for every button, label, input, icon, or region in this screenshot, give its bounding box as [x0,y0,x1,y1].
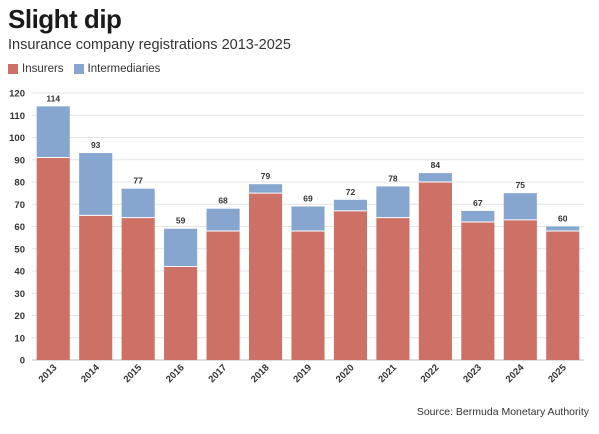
y-tick-label: 30 [14,289,25,300]
x-tick-label: 2022 [419,362,442,385]
y-tick-label: 40 [14,267,25,278]
y-tick-label: 20 [14,311,25,322]
y-tick-label: 110 [10,111,25,122]
bar-insurers [206,230,240,360]
x-tick-label: 2025 [546,362,569,385]
bar-insurers [164,266,198,360]
bar-insurers [546,230,580,360]
bar-insurers [376,217,410,360]
y-tick-label: 80 [14,178,25,189]
bar-insurers [333,210,368,360]
data-label-total: 79 [261,171,271,181]
bar-insurers [418,182,452,360]
bar-intermediaries [291,206,325,231]
chart-subtitle: Insurance company registrations 2013-202… [8,37,291,53]
bar-intermediaries [121,188,155,218]
bar-intermediaries [546,226,580,231]
data-label-total: 60 [558,214,568,224]
bar-insurers [36,157,70,360]
y-tick-label: 90 [14,155,25,166]
bar-intermediaries [461,210,495,223]
bar-intermediaries [206,208,240,231]
bar-insurers [461,222,495,360]
bar-intermediaries [503,193,537,220]
data-label-total: 59 [176,216,186,226]
bar-intermediaries [376,186,410,218]
legend-label-insurers: Insurers [22,63,64,75]
bar-insurers [503,219,537,360]
legend-swatch-intermediaries [73,64,84,74]
y-tick-label: 120 [9,89,25,100]
bar-intermediaries [248,184,283,194]
legend: Insurers Intermediaries [8,63,170,75]
x-tick-label: 2013 [37,362,60,385]
bar-intermediaries [164,228,198,267]
x-tick-label: 2018 [249,362,272,385]
x-tick-label: 2024 [504,362,527,385]
y-tick-label: 100 [9,133,25,144]
x-tick-label: 2017 [206,362,229,385]
legend-label-intermediaries: Intermediaries [87,63,161,75]
y-tick-label: 60 [14,222,25,233]
data-label-total: 114 [46,93,60,103]
bar-insurers [291,230,325,360]
data-label-total: 93 [91,140,101,150]
chart-title: Slight dip [8,4,122,34]
data-label-total: 84 [431,160,441,170]
bar-intermediaries [79,153,113,216]
y-tick-label: 0 [20,356,25,367]
bar-intermediaries [36,106,70,158]
x-tick-label: 2016 [164,362,187,385]
y-tick-label: 10 [14,333,25,344]
source-note: Source: Bermuda Monetary Authority [416,406,589,418]
x-tick-label: 2020 [334,362,357,385]
y-tick-label: 50 [14,244,25,255]
data-label-total: 78 [388,173,398,183]
bar-insurers [248,193,283,360]
legend-item-intermediaries: Intermediaries [73,63,161,75]
x-tick-label: 2019 [291,362,314,385]
bar-intermediaries [418,173,452,182]
data-label-total: 77 [133,176,143,186]
data-label-total: 68 [218,196,228,206]
x-tick-label: 2023 [461,362,484,385]
y-tick-label: 70 [14,200,25,211]
bar-insurers [121,217,155,360]
x-tick-label: 2014 [79,362,102,385]
bar-intermediaries [333,199,368,211]
x-tick-label: 2015 [122,362,145,385]
data-label-total: 67 [473,198,483,208]
data-label-total: 69 [303,193,313,203]
bar-insurers [79,215,113,360]
data-label-total: 75 [516,180,526,190]
legend-item-insurers: Insurers [8,63,64,75]
legend-swatch-insurers [8,64,18,74]
data-label-total: 72 [346,187,356,197]
x-tick-label: 2021 [376,362,399,385]
